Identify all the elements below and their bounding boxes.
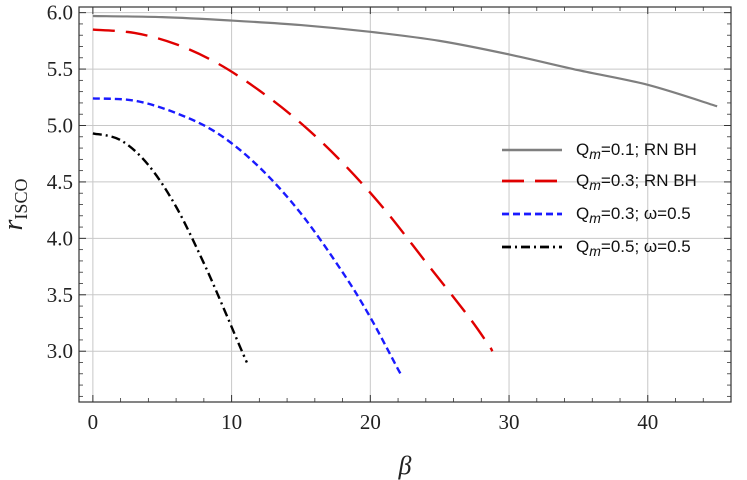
series-line-2	[92, 28, 494, 352]
y-axis-title-main: r	[0, 219, 29, 230]
legend-label-rest: =0.3; ω=0.5	[601, 204, 691, 223]
legend-label-rest: =0.1; RN BH	[601, 140, 697, 159]
y-axis-title-subscript: ISCO	[11, 179, 31, 220]
legend-label-main: Q	[576, 237, 589, 256]
axis-ticks	[79, 7, 731, 402]
y-tick-label: 6.0	[47, 1, 73, 25]
legend-label-subscript: m	[589, 243, 601, 259]
x-tick-label: 20	[360, 410, 381, 434]
x-tick-label: 0	[88, 410, 99, 434]
legend-label-main: Q	[576, 171, 589, 190]
legend-label-rest: =0.5; ω=0.5	[601, 237, 691, 256]
series-line-3	[92, 97, 404, 378]
y-tick-label: 5.0	[47, 114, 73, 138]
x-axis-title: β	[398, 451, 412, 480]
legend-label-subscript: m	[589, 146, 601, 162]
y-tick-label: 3.5	[47, 283, 73, 307]
legend-label-subscript: m	[589, 177, 601, 193]
x-tick-label: 10	[221, 410, 242, 434]
legend-label-1: Qm=0.1; RN BH	[576, 140, 697, 162]
grid-lines	[79, 7, 731, 402]
y-tick-label: 3.0	[47, 339, 73, 363]
legend-label-4: Qm=0.5; ω=0.5	[576, 237, 691, 259]
legend-label-main: Q	[576, 204, 589, 223]
x-tick-label: 30	[499, 410, 520, 434]
legend-label-subscript: m	[589, 210, 601, 226]
legend-label-2: Qm=0.3; RN BH	[576, 171, 697, 193]
legend-label-main: Q	[576, 140, 589, 159]
legend-label-rest: =0.3; RN BH	[601, 171, 697, 190]
x-tick-label: 40	[637, 410, 658, 434]
y-axis-title: rISCO	[0, 179, 31, 231]
legend-label-3: Qm=0.3; ω=0.5	[576, 204, 691, 226]
y-tick-label: 4.0	[47, 226, 73, 250]
series-layer	[92, 14, 718, 378]
y-tick-labels: 3.0 3.5 4.0 4.5 5.0 5.5 6.0	[47, 1, 73, 364]
y-tick-label: 5.5	[47, 57, 73, 81]
y-tick-label: 4.5	[47, 170, 73, 194]
series-line-4	[92, 132, 248, 363]
series-line-1	[92, 14, 718, 108]
x-tick-labels: 0 10 20 30 40	[88, 410, 659, 434]
